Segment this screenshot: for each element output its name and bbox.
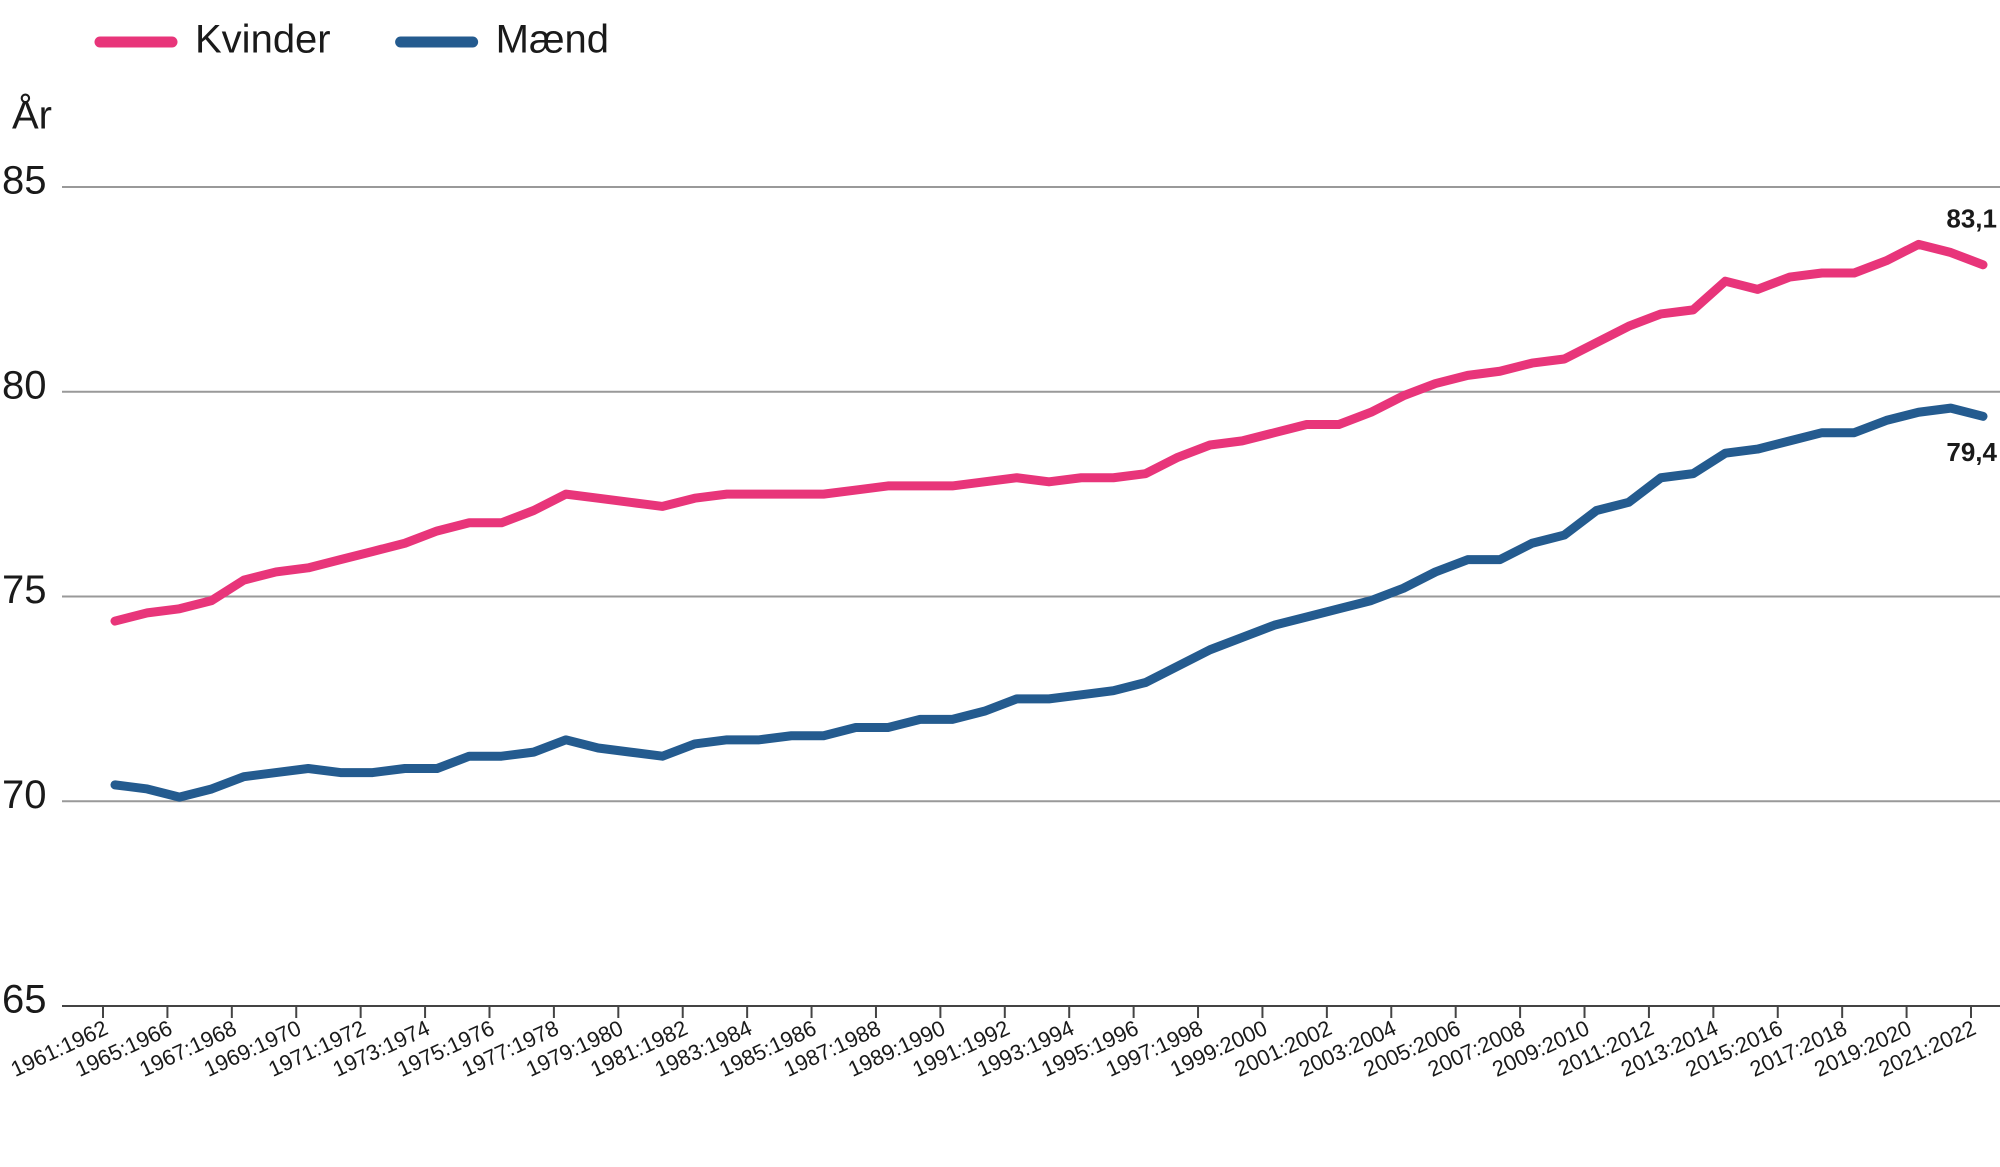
y-tick-label: 75	[2, 568, 47, 612]
line-series	[110, 403, 1988, 802]
y-axis-title: År	[12, 93, 52, 138]
legend-label: Kvinder	[195, 18, 331, 62]
line-series	[110, 239, 1988, 626]
legend-label: Mænd	[496, 18, 609, 62]
y-tick-label: 80	[2, 363, 47, 407]
value-label: 79,4	[1946, 437, 1997, 467]
y-tick-label: 65	[2, 978, 47, 1022]
value-label: 83,1	[1946, 204, 1997, 234]
y-tick-label: 70	[2, 773, 47, 817]
y-tick-label: 85	[2, 159, 47, 203]
